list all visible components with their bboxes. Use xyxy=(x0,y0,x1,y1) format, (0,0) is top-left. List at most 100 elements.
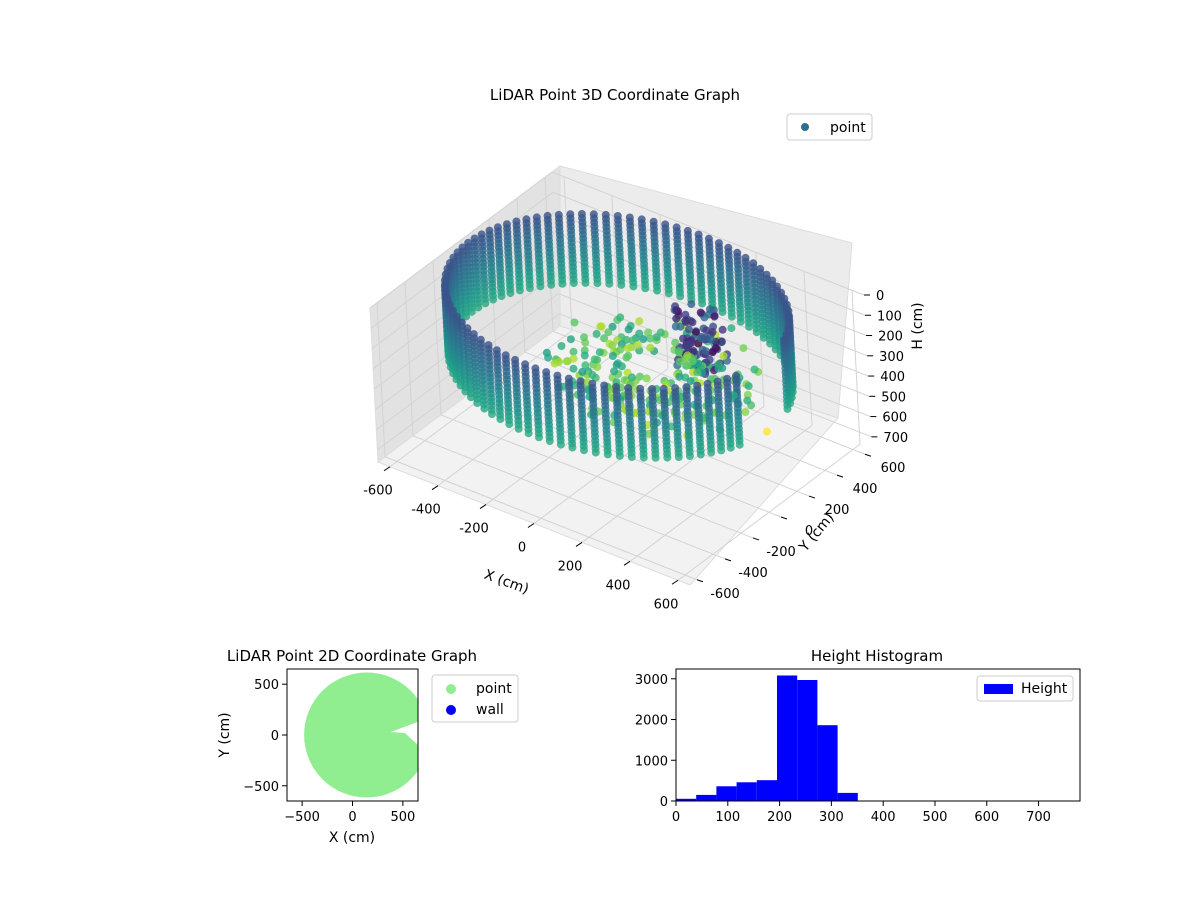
point-marker xyxy=(524,429,533,438)
legend-2d: point wall xyxy=(431,674,519,723)
point-marker xyxy=(712,344,720,353)
point-marker xyxy=(580,333,588,342)
point-marker xyxy=(544,353,553,362)
point-marker xyxy=(600,334,609,343)
point-marker xyxy=(688,318,697,327)
point-marker xyxy=(593,356,602,364)
grid-line-back-z xyxy=(551,171,865,296)
point-marker xyxy=(718,325,727,334)
point-marker xyxy=(488,410,496,418)
point-marker xyxy=(686,377,695,386)
point-marker xyxy=(624,351,633,360)
plot-frame-histogram xyxy=(675,668,1081,802)
legend-3d-marker xyxy=(801,123,809,131)
z-axis-label-3d: H (cm) xyxy=(910,302,926,349)
point-marker xyxy=(681,310,690,319)
point-marker xyxy=(608,352,617,360)
x-tick-3d xyxy=(479,504,487,509)
point-marker xyxy=(639,335,648,344)
point-marker xyxy=(578,367,587,376)
point-marker xyxy=(635,317,644,326)
point-marker xyxy=(696,308,705,317)
x-tick-label-3d: -200 xyxy=(459,522,489,537)
x-tick-3d xyxy=(383,466,391,472)
y-tick-3d xyxy=(864,453,872,457)
grid-line-left-y xyxy=(404,281,414,436)
point-marker xyxy=(653,286,662,295)
point-marker xyxy=(651,453,660,462)
point-marker xyxy=(588,370,597,379)
point-marker xyxy=(674,453,683,461)
point-marker xyxy=(605,279,614,288)
y-tick-3d xyxy=(780,516,788,520)
point-marker xyxy=(745,322,754,331)
y-tick-label-histogram: 0 xyxy=(660,795,668,810)
point-marker xyxy=(593,363,602,372)
histogram-title: Height Histogram xyxy=(811,647,943,665)
x-tick-label-histogram: 500 xyxy=(923,810,948,825)
point-marker xyxy=(616,345,625,354)
z-tick-label-3d: 300 xyxy=(879,350,904,365)
point-marker xyxy=(635,329,644,338)
point-marker xyxy=(505,420,514,429)
legend-3d-box xyxy=(786,113,873,141)
z-tick-label-3d: 100 xyxy=(877,309,902,324)
point-marker xyxy=(629,282,638,291)
grid-line-back-x xyxy=(851,290,861,445)
x-tick-label-histogram: 200 xyxy=(767,810,792,825)
grid-line-back-x xyxy=(611,195,621,350)
histogram-bar xyxy=(797,680,818,801)
point-marker xyxy=(556,440,565,449)
x-tick-label-2d: 0 xyxy=(348,810,356,825)
grid-line-floor-y xyxy=(384,456,698,581)
point-marker xyxy=(628,336,637,345)
point-marker xyxy=(608,341,617,350)
point-marker xyxy=(558,279,567,288)
point-marker xyxy=(547,280,556,289)
y-tick-label-histogram: 1000 xyxy=(635,754,668,769)
histogram-bar xyxy=(837,792,858,801)
point-marker xyxy=(580,351,589,360)
point-marker xyxy=(568,443,577,452)
ticks-2d: −500 0 500 −500 0 500 xyxy=(243,678,415,825)
point-marker xyxy=(685,452,694,460)
point-marker xyxy=(750,365,759,374)
point-marker xyxy=(612,360,621,369)
point-cloud-3d xyxy=(440,210,797,462)
grid-line-back-x xyxy=(563,176,573,331)
point-marker xyxy=(569,279,578,288)
point-marker xyxy=(741,408,750,416)
point-marker xyxy=(536,282,545,291)
x-tick-label-histogram: 700 xyxy=(1026,810,1051,825)
point-marker xyxy=(693,368,702,377)
point-cloud-2d xyxy=(304,672,418,798)
grid-line-floor-y xyxy=(412,435,726,560)
point-marker xyxy=(603,450,612,459)
point-marker xyxy=(535,433,543,442)
point-marker xyxy=(474,303,483,312)
point-marker xyxy=(610,367,619,376)
y-tick-label-3d: 0 xyxy=(805,524,813,539)
y-tick-label-3d: -400 xyxy=(738,566,768,581)
point-marker xyxy=(489,295,498,304)
x-tick-label-3d: -600 xyxy=(363,484,393,499)
y-tick-3d xyxy=(696,579,704,583)
histogram-bars xyxy=(676,675,858,801)
grid-line-back-x xyxy=(803,271,813,426)
y-tick-3d xyxy=(752,537,760,541)
legend-3d: point xyxy=(786,113,873,141)
grid-line-left-y xyxy=(376,302,386,457)
y-tick-label-3d: -200 xyxy=(766,545,796,560)
point-marker xyxy=(514,424,523,433)
legend-histogram-box xyxy=(976,675,1074,702)
legend-2d-wall-label: wall xyxy=(476,702,504,718)
point-marker xyxy=(569,347,578,356)
chart-2d: LiDAR Point 2D Coordinate Graph −500 0 500… xyxy=(217,647,519,846)
point-marker xyxy=(569,364,578,373)
point-marker xyxy=(710,312,719,321)
z-tick-label-3d: 600 xyxy=(882,411,907,426)
point-marker xyxy=(591,448,600,457)
point-marker xyxy=(743,396,752,405)
point-marker xyxy=(682,318,690,326)
point-marker xyxy=(506,289,515,298)
